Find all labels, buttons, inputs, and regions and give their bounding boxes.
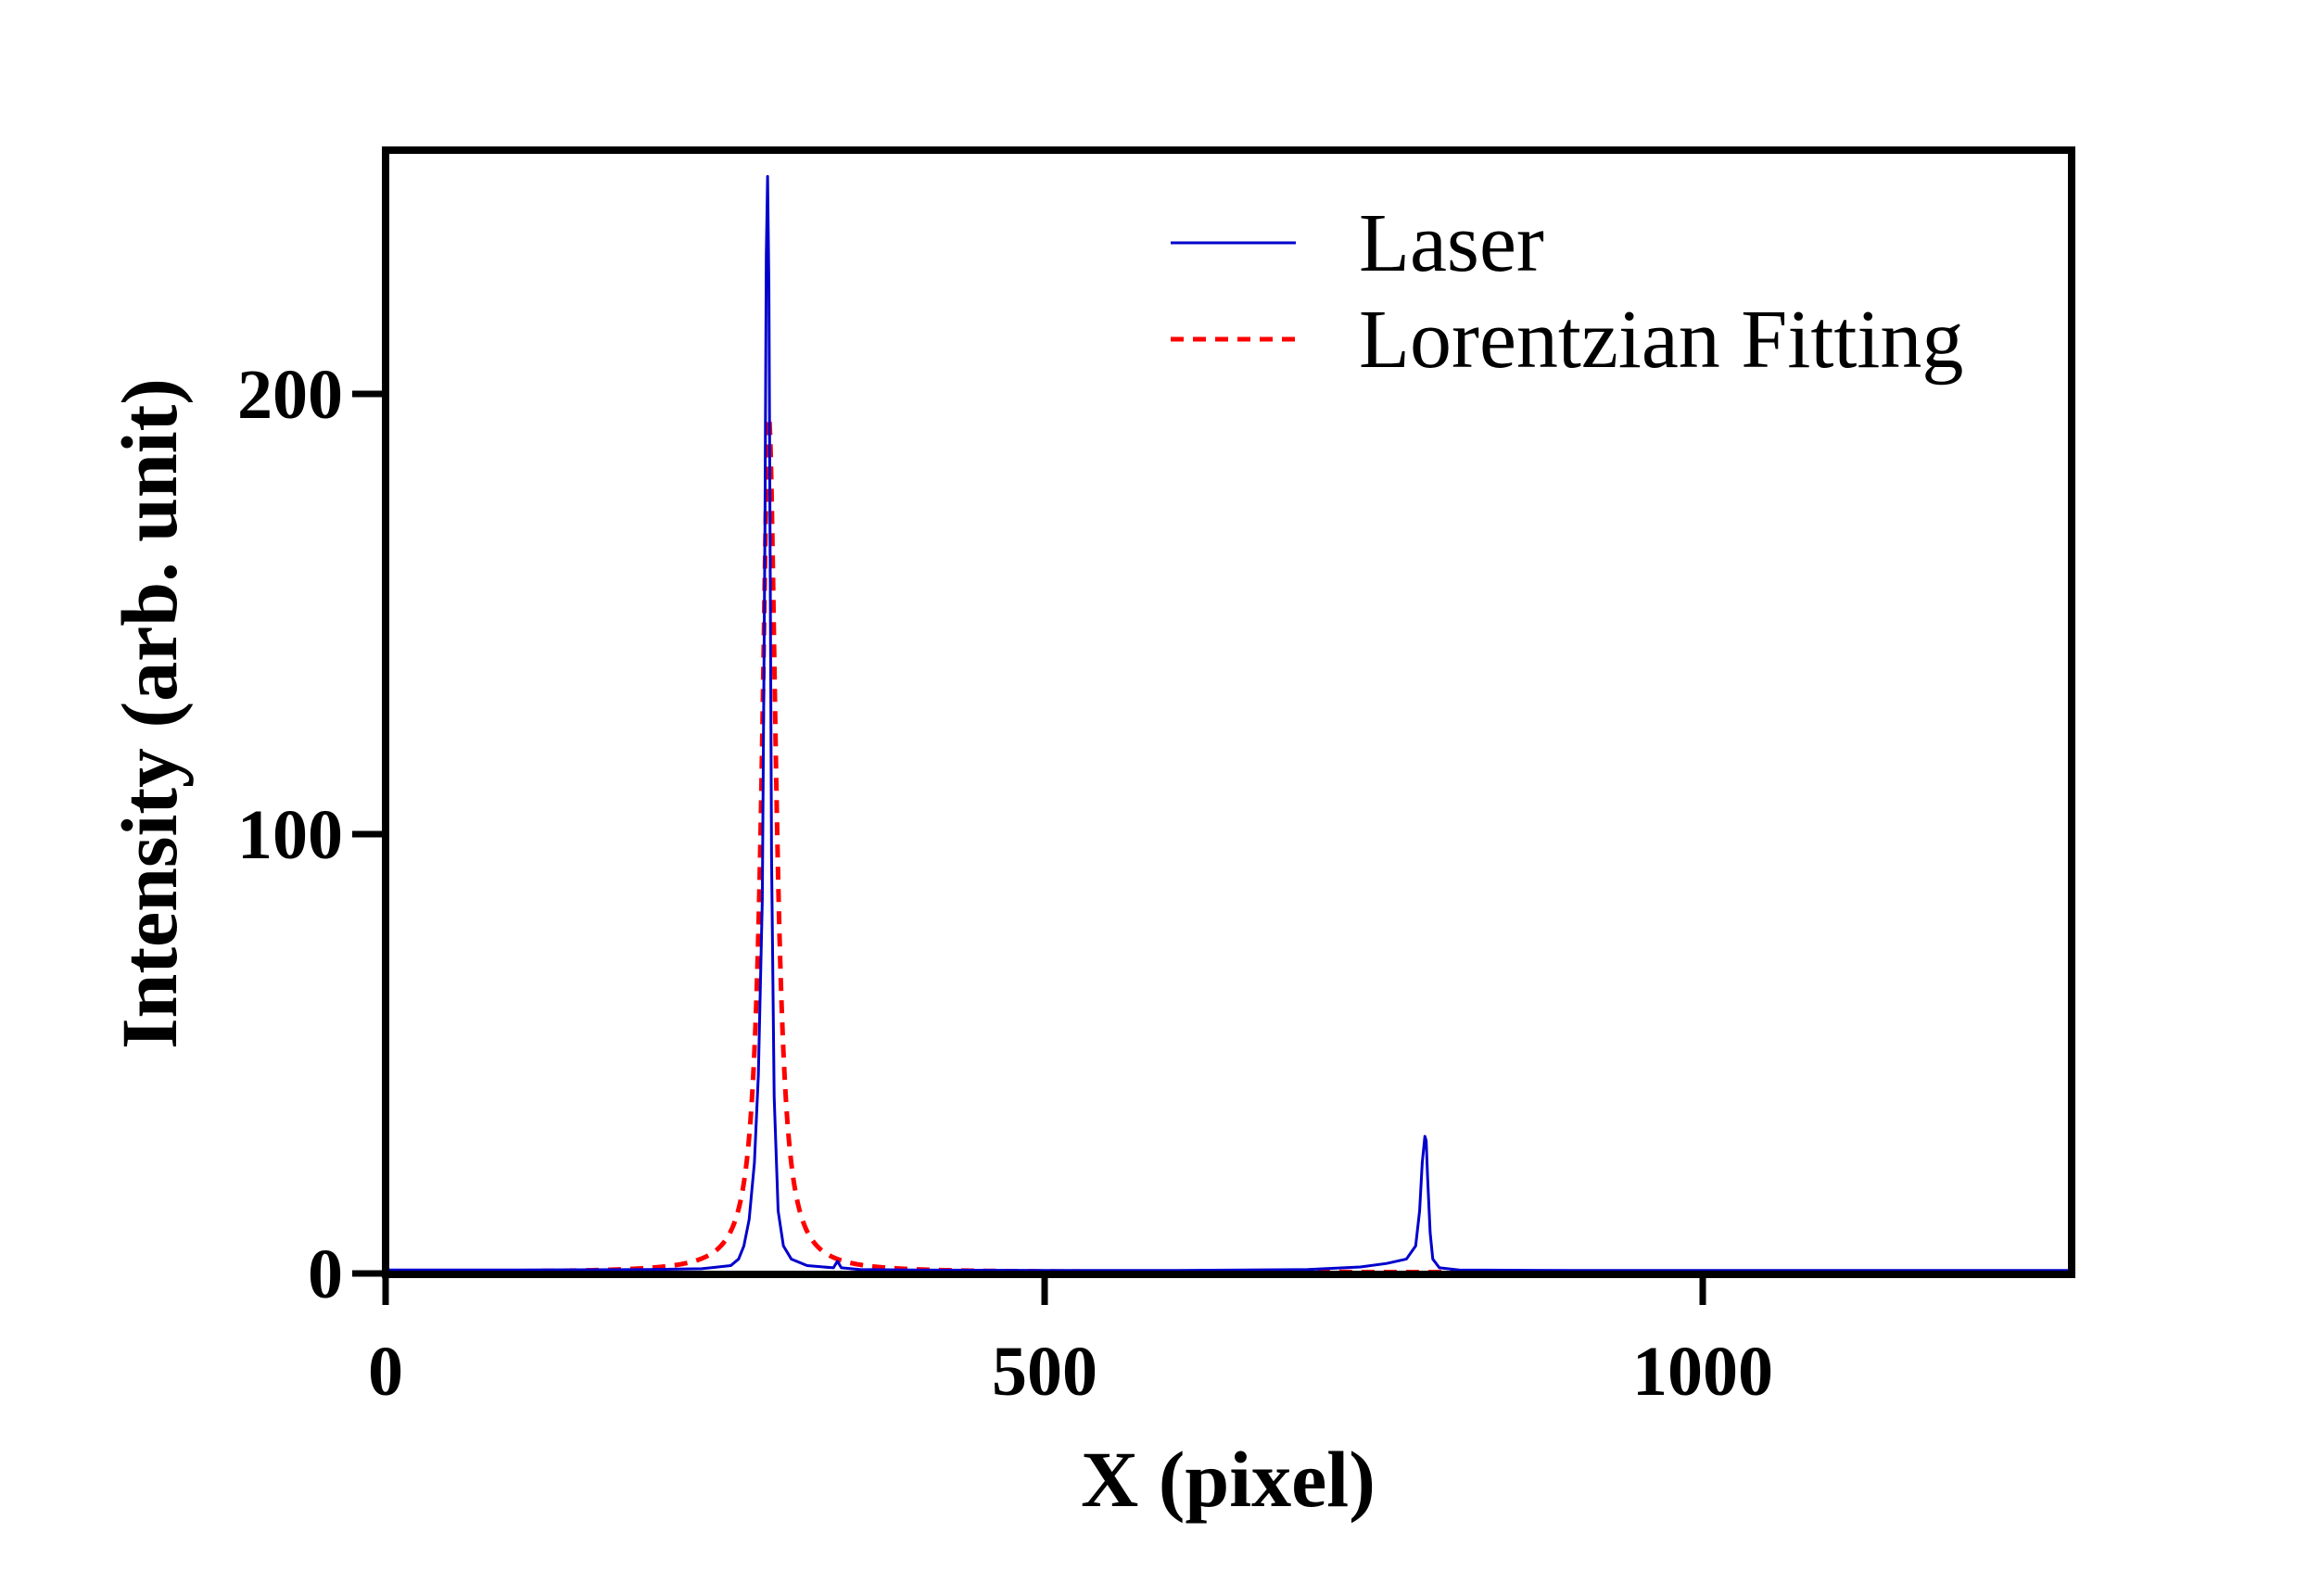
plot-frame xyxy=(382,146,2075,1278)
x-axis: 0 500 1000 X (pixel) xyxy=(368,1274,1773,1524)
y-tick-label-1: 100 xyxy=(237,796,343,874)
y-tick-label-2: 200 xyxy=(237,356,343,434)
y-axis-title: Intensity (arb. unit) xyxy=(105,378,194,1049)
y-tick-label-0: 0 xyxy=(308,1235,343,1313)
x-tick-label-2: 1000 xyxy=(1632,1333,1773,1411)
x-axis-title: X (pixel) xyxy=(1081,1435,1376,1524)
legend: Laser Lorentzian Fitting xyxy=(1171,197,1963,386)
x-tick-label-1: 500 xyxy=(992,1333,1097,1411)
legend-label-lorentzian: Lorentzian Fitting xyxy=(1359,294,1963,386)
series-laser-line xyxy=(386,174,2072,1273)
series-lorentzian-fitting-line xyxy=(386,414,2072,1274)
y-axis: 0 100 200 Intensity (arb. unit) xyxy=(105,356,386,1313)
x-tick-label-0: 0 xyxy=(368,1333,403,1411)
legend-label-laser: Laser xyxy=(1359,197,1544,289)
